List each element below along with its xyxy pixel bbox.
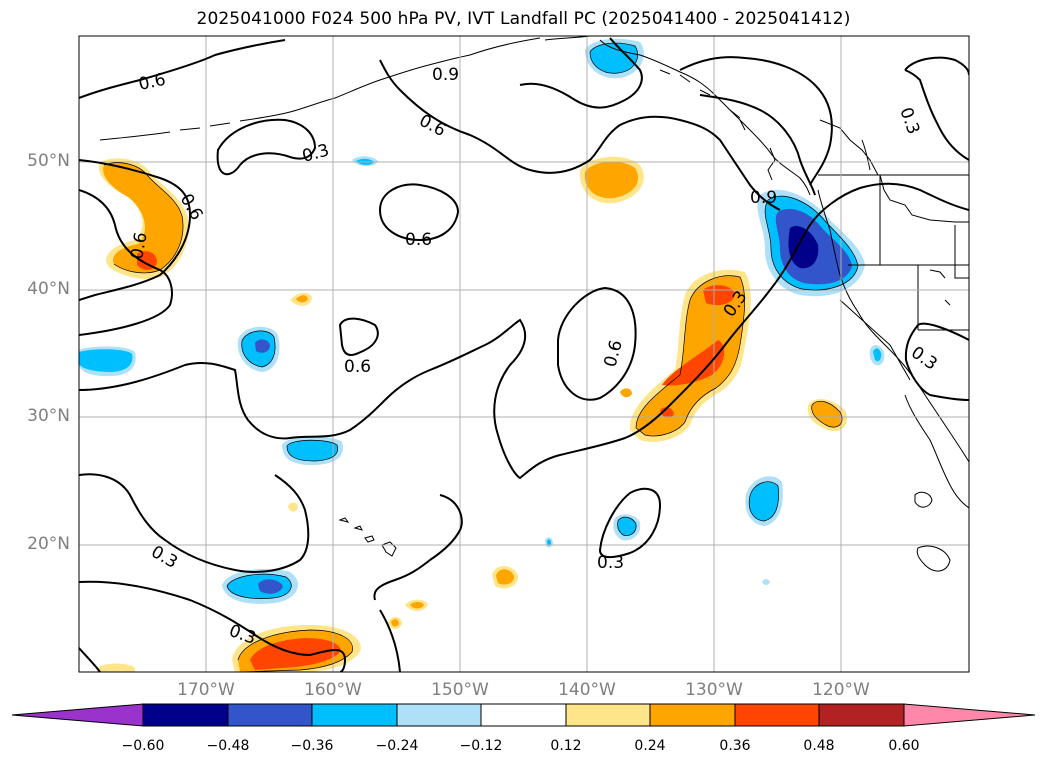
colorbar-bin bbox=[396, 703, 482, 727]
shade-positive bbox=[636, 275, 745, 436]
colorbar-bin bbox=[311, 703, 398, 727]
coastlines bbox=[99, 36, 969, 572]
lat-label: 40°N bbox=[27, 279, 70, 299]
lon-label: 120°W bbox=[812, 680, 870, 700]
colorbar-extend-right bbox=[903, 703, 1036, 727]
shade-negative bbox=[762, 579, 770, 585]
shade-positive bbox=[496, 569, 515, 585]
contour-label: 0.6 bbox=[127, 231, 151, 261]
colorbar-tick: −0.60 bbox=[121, 738, 165, 754]
colorbar-tick: −0.36 bbox=[290, 738, 334, 754]
contour-label: 0.6 bbox=[137, 70, 168, 95]
lat-label: 20°N bbox=[27, 534, 70, 554]
colorbar-tick: −0.48 bbox=[206, 738, 250, 754]
colorbar bbox=[11, 703, 1036, 727]
lat-label: 50°N bbox=[27, 151, 70, 171]
colorbar-bin bbox=[142, 703, 229, 727]
colorbar-bin bbox=[227, 703, 313, 727]
shade-positive bbox=[584, 161, 639, 199]
shade-negative bbox=[287, 440, 338, 461]
shade-negative bbox=[788, 225, 819, 269]
shade-negative bbox=[258, 579, 283, 594]
lon-label: 130°W bbox=[685, 680, 743, 700]
shade-outlines bbox=[103, 42, 859, 672]
shade-negative bbox=[255, 339, 270, 353]
colorbar-bin bbox=[565, 703, 651, 727]
colorbar-tick: −0.24 bbox=[375, 738, 419, 754]
shade-positive bbox=[137, 251, 157, 270]
contour-label: 0.3 bbox=[895, 105, 923, 137]
lon-label: 150°W bbox=[431, 680, 489, 700]
lon-label: 160°W bbox=[304, 680, 362, 700]
gridlines bbox=[79, 36, 969, 672]
shade-positive bbox=[391, 619, 399, 627]
contour-label: 0.6 bbox=[416, 111, 449, 141]
colorbar-bin bbox=[734, 703, 820, 727]
shade-positive bbox=[97, 663, 135, 672]
contour-label: 0.9 bbox=[750, 188, 777, 208]
contour-label: 0.9 bbox=[432, 65, 459, 85]
contour-label: 0.3 bbox=[300, 141, 331, 167]
colorbar-tick: 0.48 bbox=[803, 738, 835, 754]
colorbar-tick: 0.24 bbox=[634, 738, 666, 754]
contour-label: 0.3 bbox=[907, 343, 941, 375]
shade-negative bbox=[617, 517, 637, 536]
shade-positive bbox=[620, 388, 632, 398]
colorbar-extend-left bbox=[11, 703, 144, 727]
contour-label: 0.6 bbox=[344, 357, 371, 377]
lon-label: 140°W bbox=[558, 680, 616, 700]
colorbar-tick: 0.12 bbox=[550, 738, 582, 754]
shade-positive bbox=[288, 502, 298, 512]
shade-positive bbox=[410, 602, 424, 609]
lon-label: 170°W bbox=[177, 680, 235, 700]
colorbar-bin bbox=[480, 703, 567, 727]
colorbar-tick: 0.36 bbox=[719, 738, 751, 754]
ivt-shading bbox=[79, 38, 885, 672]
shade-negative bbox=[79, 349, 133, 372]
shade-positive bbox=[811, 401, 843, 428]
shade-negative bbox=[590, 43, 638, 74]
shade-positive bbox=[662, 340, 725, 386]
shade-negative bbox=[547, 539, 551, 546]
shade-negative bbox=[749, 481, 779, 521]
colorbar-tick: −0.12 bbox=[459, 738, 503, 754]
shade-positive bbox=[296, 295, 308, 303]
colorbar-bin bbox=[649, 703, 736, 727]
map-border bbox=[78, 35, 970, 673]
lat-label: 30°N bbox=[27, 406, 70, 426]
colorbar-tick: 0.60 bbox=[888, 738, 920, 754]
shade-positive bbox=[660, 407, 674, 418]
contour-label: 0.3 bbox=[597, 553, 624, 573]
contour-label: 0.6 bbox=[405, 230, 432, 250]
colorbar-bin bbox=[818, 703, 905, 727]
shade-negative bbox=[873, 348, 882, 362]
pv-contours bbox=[79, 37, 969, 672]
map-title: 2025041000 F024 500 hPa PV, IVT Landfall… bbox=[196, 9, 851, 29]
contour-label: 0.6 bbox=[601, 338, 627, 369]
